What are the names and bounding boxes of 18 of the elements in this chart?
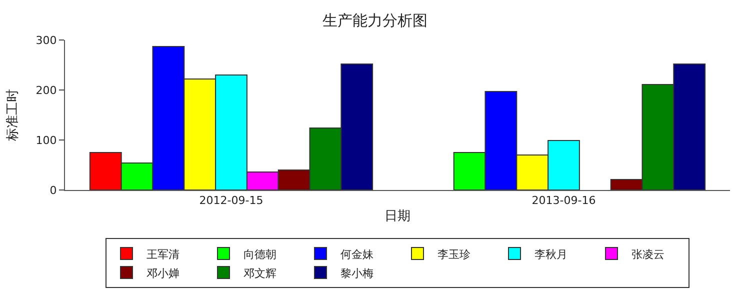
legend-label: 李秋月 <box>534 248 568 261</box>
y-tick-label: 0 <box>50 184 57 197</box>
legend-label: 向德朝 <box>244 248 276 261</box>
legend-label: 邓小婵 <box>146 266 180 280</box>
y-tick-label: 200 <box>36 84 57 97</box>
legend-label: 何金妹 <box>340 248 374 261</box>
legend-label: 黎小梅 <box>340 266 374 280</box>
y-axis-title: 标准工时 <box>6 89 21 142</box>
legend-label: 张凌云 <box>632 248 664 261</box>
x-axis-title: 日期 <box>384 208 410 224</box>
x-tick-label: 2013-09-16 <box>532 194 596 208</box>
chart-title: 生产能力分析图 <box>322 12 428 30</box>
legend-label: 李玉珍 <box>438 248 470 261</box>
y-tick-label: 300 <box>36 34 57 47</box>
y-tick-label: 100 <box>36 134 57 147</box>
legend-label: 王军清 <box>146 248 180 261</box>
x-tick-label: 2012-09-15 <box>199 194 264 208</box>
legend-label: 邓文辉 <box>244 266 276 280</box>
